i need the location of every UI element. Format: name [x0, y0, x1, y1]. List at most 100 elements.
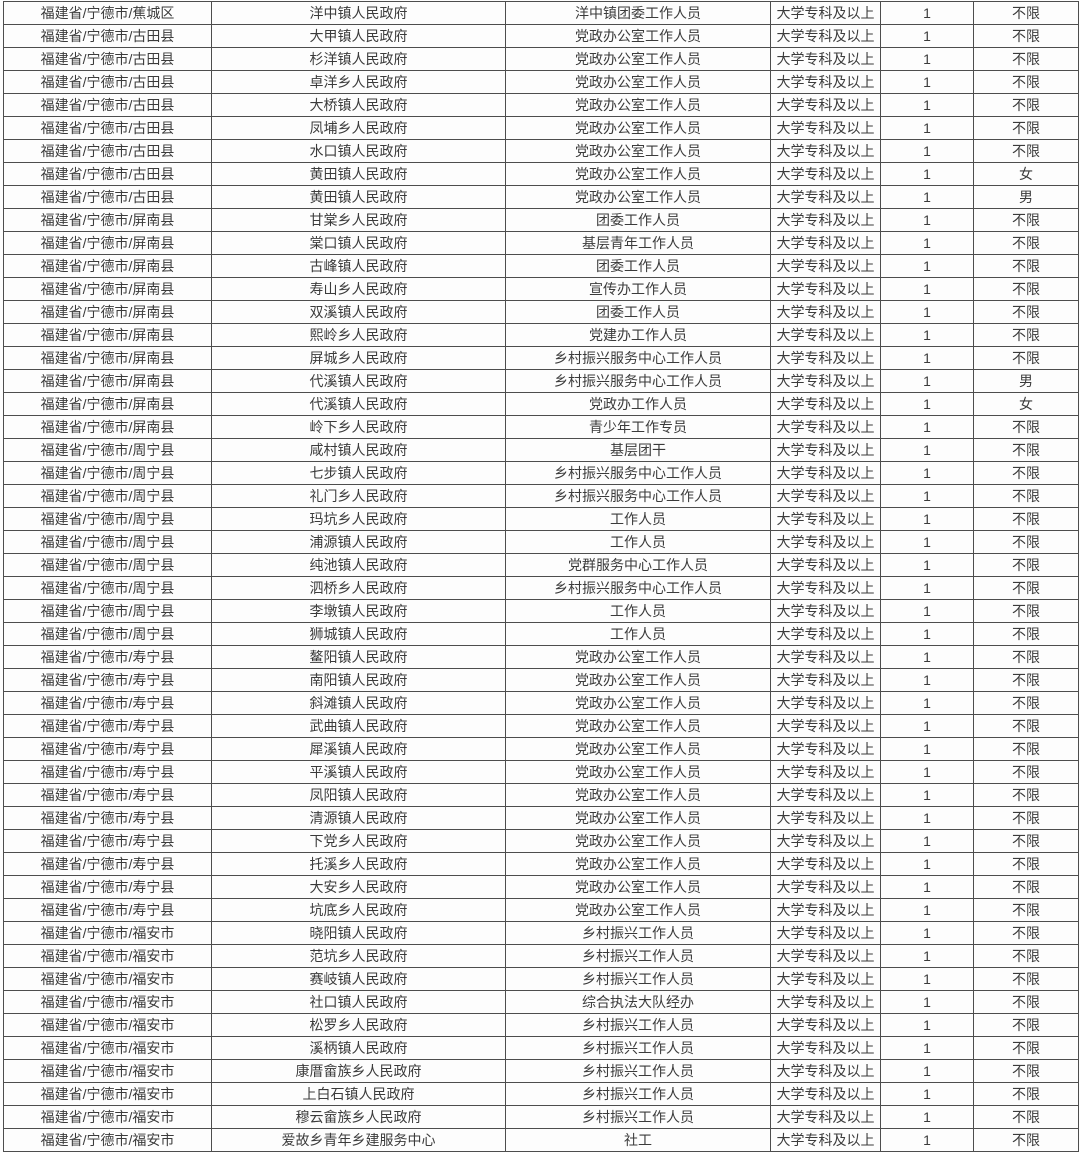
cell-gender: 女 [973, 392, 1079, 416]
cell-region: 福建省/宁德市/周宁县 [3, 599, 212, 623]
cell-headcount: 1 [880, 1082, 974, 1106]
cell-employer: 熙岭乡人民政府 [211, 323, 506, 347]
table-row: 福建省/宁德市/周宁县 玛坑乡人民政府 工作人员 大学专科及以上 1 不限 [3, 507, 1079, 531]
cell-position: 党政办公室工作人员 [505, 162, 771, 186]
cell-education: 大学专科及以上 [770, 1105, 881, 1129]
cell-position: 基层青年工作人员 [505, 231, 771, 255]
table-row: 福建省/宁德市/福安市 爱故乡青年乡建服务中心 社工 大学专科及以上 1 不限 [3, 1128, 1079, 1152]
cell-position: 党政办公室工作人员 [505, 24, 771, 48]
table-row: 福建省/宁德市/福安市 穆云畲族乡人民政府 乡村振兴工作人员 大学专科及以上 1 不限 [3, 1105, 1079, 1129]
cell-gender: 不限 [973, 300, 1079, 324]
table-row: 福建省/宁德市/古田县 黄田镇人民政府 党政办公室工作人员 大学专科及以上 1 男 [3, 185, 1079, 209]
cell-headcount: 1 [880, 921, 974, 945]
table-row: 福建省/宁德市/周宁县 咸村镇人民政府 基层团干 大学专科及以上 1 不限 [3, 438, 1079, 462]
cell-education: 大学专科及以上 [770, 1, 881, 25]
cell-headcount: 1 [880, 967, 974, 991]
cell-employer: 棠口镇人民政府 [211, 231, 506, 255]
cell-employer: 下党乡人民政府 [211, 829, 506, 853]
cell-education: 大学专科及以上 [770, 93, 881, 117]
table-row: 福建省/宁德市/屏南县 代溪镇人民政府 乡村振兴服务中心工作人员 大学专科及以上 1 男 [3, 369, 1079, 393]
cell-region: 福建省/宁德市/福安市 [3, 967, 212, 991]
cell-position: 乡村振兴服务中心工作人员 [505, 369, 771, 393]
cell-gender: 不限 [973, 484, 1079, 508]
cell-region: 福建省/宁德市/寿宁县 [3, 898, 212, 922]
cell-position: 乡村振兴工作人员 [505, 1082, 771, 1106]
cell-education: 大学专科及以上 [770, 668, 881, 692]
cell-headcount: 1 [880, 231, 974, 255]
cell-employer: 玛坑乡人民政府 [211, 507, 506, 531]
cell-position: 党群服务中心工作人员 [505, 553, 771, 577]
cell-employer: 晓阳镇人民政府 [211, 921, 506, 945]
cell-employer: 松罗乡人民政府 [211, 1013, 506, 1037]
cell-gender: 不限 [973, 990, 1079, 1014]
cell-position: 党政办公室工作人员 [505, 668, 771, 692]
cell-position: 乡村振兴服务中心工作人员 [505, 346, 771, 370]
cell-position: 党政办公室工作人员 [505, 691, 771, 715]
table-row: 福建省/宁德市/福安市 上白石镇人民政府 乡村振兴工作人员 大学专科及以上 1 不限 [3, 1082, 1079, 1106]
cell-position: 党政办公室工作人员 [505, 875, 771, 899]
cell-employer: 赛岐镇人民政府 [211, 967, 506, 991]
cell-region: 福建省/宁德市/寿宁县 [3, 806, 212, 830]
cell-employer: 穆云畲族乡人民政府 [211, 1105, 506, 1129]
cell-headcount: 1 [880, 484, 974, 508]
cell-education: 大学专科及以上 [770, 875, 881, 899]
table-row: 福建省/宁德市/寿宁县 斜滩镇人民政府 党政办公室工作人员 大学专科及以上 1 不限 [3, 691, 1079, 715]
cell-region: 福建省/宁德市/福安市 [3, 1105, 212, 1129]
cell-education: 大学专科及以上 [770, 967, 881, 991]
cell-position: 乡村振兴服务中心工作人员 [505, 461, 771, 485]
cell-employer: 犀溪镇人民政府 [211, 737, 506, 761]
table-row: 福建省/宁德市/福安市 范坑乡人民政府 乡村振兴工作人员 大学专科及以上 1 不限 [3, 944, 1079, 968]
cell-region: 福建省/宁德市/屏南县 [3, 208, 212, 232]
cell-education: 大学专科及以上 [770, 139, 881, 163]
cell-education: 大学专科及以上 [770, 461, 881, 485]
cell-education: 大学专科及以上 [770, 415, 881, 439]
cell-gender: 不限 [973, 691, 1079, 715]
cell-headcount: 1 [880, 760, 974, 784]
cell-gender: 不限 [973, 139, 1079, 163]
cell-headcount: 1 [880, 323, 974, 347]
cell-position: 工作人员 [505, 622, 771, 646]
cell-education: 大学专科及以上 [770, 208, 881, 232]
cell-region: 福建省/宁德市/寿宁县 [3, 737, 212, 761]
cell-region: 福建省/宁德市/福安市 [3, 1128, 212, 1152]
cell-education: 大学专科及以上 [770, 254, 881, 278]
cell-position: 乡村振兴服务中心工作人员 [505, 576, 771, 600]
cell-education: 大学专科及以上 [770, 1082, 881, 1106]
table-row: 福建省/宁德市/福安市 松罗乡人民政府 乡村振兴工作人员 大学专科及以上 1 不限 [3, 1013, 1079, 1037]
cell-headcount: 1 [880, 875, 974, 899]
cell-position: 党政办公室工作人员 [505, 139, 771, 163]
cell-gender: 不限 [973, 553, 1079, 577]
table-row: 福建省/宁德市/屏南县 双溪镇人民政府 团委工作人员 大学专科及以上 1 不限 [3, 300, 1079, 324]
cell-education: 大学专科及以上 [770, 645, 881, 669]
cell-gender: 不限 [973, 116, 1079, 140]
cell-region: 福建省/宁德市/寿宁县 [3, 852, 212, 876]
cell-gender: 不限 [973, 783, 1079, 807]
cell-headcount: 1 [880, 990, 974, 1014]
cell-gender: 不限 [973, 70, 1079, 94]
cell-gender: 不限 [973, 231, 1079, 255]
cell-education: 大学专科及以上 [770, 1128, 881, 1152]
cell-education: 大学专科及以上 [770, 47, 881, 71]
cell-employer: 双溪镇人民政府 [211, 300, 506, 324]
cell-region: 福建省/宁德市/福安市 [3, 944, 212, 968]
cell-education: 大学专科及以上 [770, 714, 881, 738]
cell-education: 大学专科及以上 [770, 392, 881, 416]
recruitment-table: 福建省/宁德市/蕉城区 洋中镇人民政府 洋中镇团委工作人员 大学专科及以上 1 不限 福建省… [3, 1, 1079, 1152]
table-row: 福建省/宁德市/周宁县 七步镇人民政府 乡村振兴服务中心工作人员 大学专科及以上 1 不限 [3, 461, 1079, 485]
cell-region: 福建省/宁德市/屏南县 [3, 415, 212, 439]
cell-employer: 康厝畲族乡人民政府 [211, 1059, 506, 1083]
table-row: 福建省/宁德市/屏南县 棠口镇人民政府 基层青年工作人员 大学专科及以上 1 不限 [3, 231, 1079, 255]
cell-headcount: 1 [880, 737, 974, 761]
cell-education: 大学专科及以上 [770, 599, 881, 623]
cell-headcount: 1 [880, 1105, 974, 1129]
cell-position: 党政办公室工作人员 [505, 70, 771, 94]
cell-region: 福建省/宁德市/福安市 [3, 1082, 212, 1106]
cell-education: 大学专科及以上 [770, 852, 881, 876]
cell-headcount: 1 [880, 70, 974, 94]
cell-gender: 不限 [973, 461, 1079, 485]
cell-gender: 不限 [973, 1082, 1079, 1106]
cell-gender: 不限 [973, 208, 1079, 232]
table-row: 福建省/宁德市/古田县 大桥镇人民政府 党政办公室工作人员 大学专科及以上 1 不限 [3, 93, 1079, 117]
table-row: 福建省/宁德市/周宁县 浦源镇人民政府 工作人员 大学专科及以上 1 不限 [3, 530, 1079, 554]
cell-region: 福建省/宁德市/屏南县 [3, 392, 212, 416]
